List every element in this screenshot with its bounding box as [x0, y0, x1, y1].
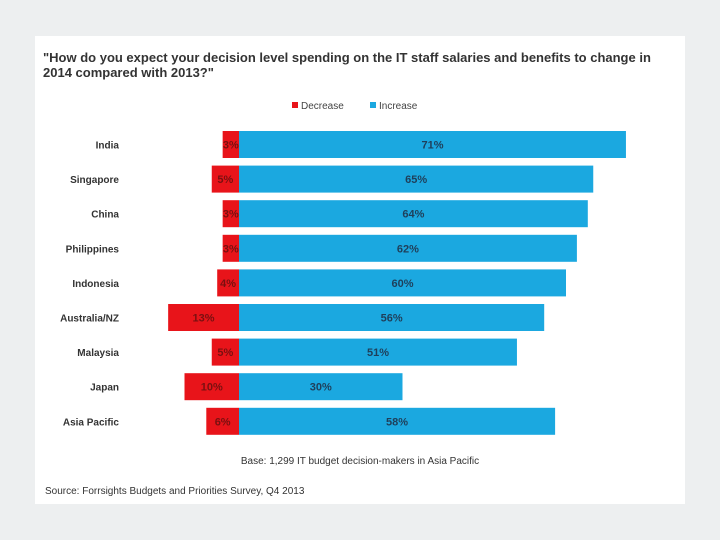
data-label-increase-singapore: 65%: [405, 174, 427, 186]
data-label-decrease-malaysia: 5%: [217, 347, 233, 359]
bar-increase-philippines: [239, 234, 577, 262]
bar-increase-china: [239, 200, 588, 228]
data-label-decrease-indonesia: 4%: [220, 278, 236, 290]
data-label-increase-malaysia: 51%: [367, 347, 389, 359]
category-label-china: China: [91, 210, 119, 221]
bar-decrease-india: [222, 131, 239, 158]
category-label-singapore: Singapore: [70, 175, 119, 186]
data-label-increase-china: 64%: [402, 209, 424, 221]
data-label-increase-indonesia: 60%: [391, 278, 413, 290]
data-label-decrease-japan: 10%: [201, 382, 223, 394]
data-label-increase-australia-nz: 56%: [381, 313, 403, 325]
data-label-increase-india: 71%: [421, 140, 443, 152]
category-label-japan: Japan: [90, 383, 119, 394]
category-label-australia-nz: Australia/NZ: [60, 314, 119, 325]
category-label-philippines: Philippines: [66, 244, 120, 255]
bar-increase-singapore: [239, 165, 594, 193]
bar-increase-japan: [239, 373, 403, 401]
bar-increase-indonesia: [239, 269, 566, 297]
legend-swatch-decrease: [292, 102, 298, 108]
category-label-indonesia: Indonesia: [72, 279, 119, 290]
data-label-decrease-philippines: 3%: [223, 243, 239, 255]
category-label-india: India: [96, 141, 120, 152]
bar-increase-asia-pacific: [239, 407, 556, 435]
data-label-decrease-asia-pacific: 6%: [215, 416, 231, 428]
bar-decrease-singapore: [211, 165, 239, 193]
legend-label-increase: Increase: [379, 101, 418, 112]
bar-decrease-australia-nz: [168, 304, 239, 331]
category-label-malaysia: Malaysia: [77, 348, 119, 359]
data-label-decrease-china: 3%: [223, 209, 239, 221]
base-note: Base: 1,299 IT budget decision-makers in…: [240, 456, 480, 467]
data-label-increase-philippines: 62%: [397, 243, 419, 255]
data-label-decrease-india: 3%: [223, 140, 239, 152]
chart-title: "How do you expect your decision level s…: [43, 50, 651, 80]
data-label-increase-asia-pacific: 58%: [386, 416, 408, 428]
bar-increase-australia-nz: [239, 304, 545, 331]
legend-swatch-increase: [370, 102, 376, 108]
bar-increase-india: [239, 131, 626, 158]
bar-decrease-malaysia: [211, 338, 239, 366]
bar-decrease-indonesia: [217, 269, 239, 297]
legend-label-decrease: Decrease: [301, 101, 344, 112]
data-label-decrease-australia-nz: 13%: [193, 313, 215, 325]
bar-decrease-philippines: [222, 234, 239, 262]
bar-decrease-asia-pacific: [206, 407, 239, 435]
source-note: Source: Forrsights Budgets and Prioritie…: [45, 486, 305, 497]
category-label-asia-pacific: Asia Pacific: [63, 417, 120, 428]
bar-decrease-china: [222, 200, 239, 228]
data-label-decrease-singapore: 5%: [217, 174, 233, 186]
data-label-increase-japan: 30%: [310, 382, 332, 394]
bar-increase-malaysia: [239, 338, 517, 366]
bar-decrease-japan: [184, 373, 239, 401]
